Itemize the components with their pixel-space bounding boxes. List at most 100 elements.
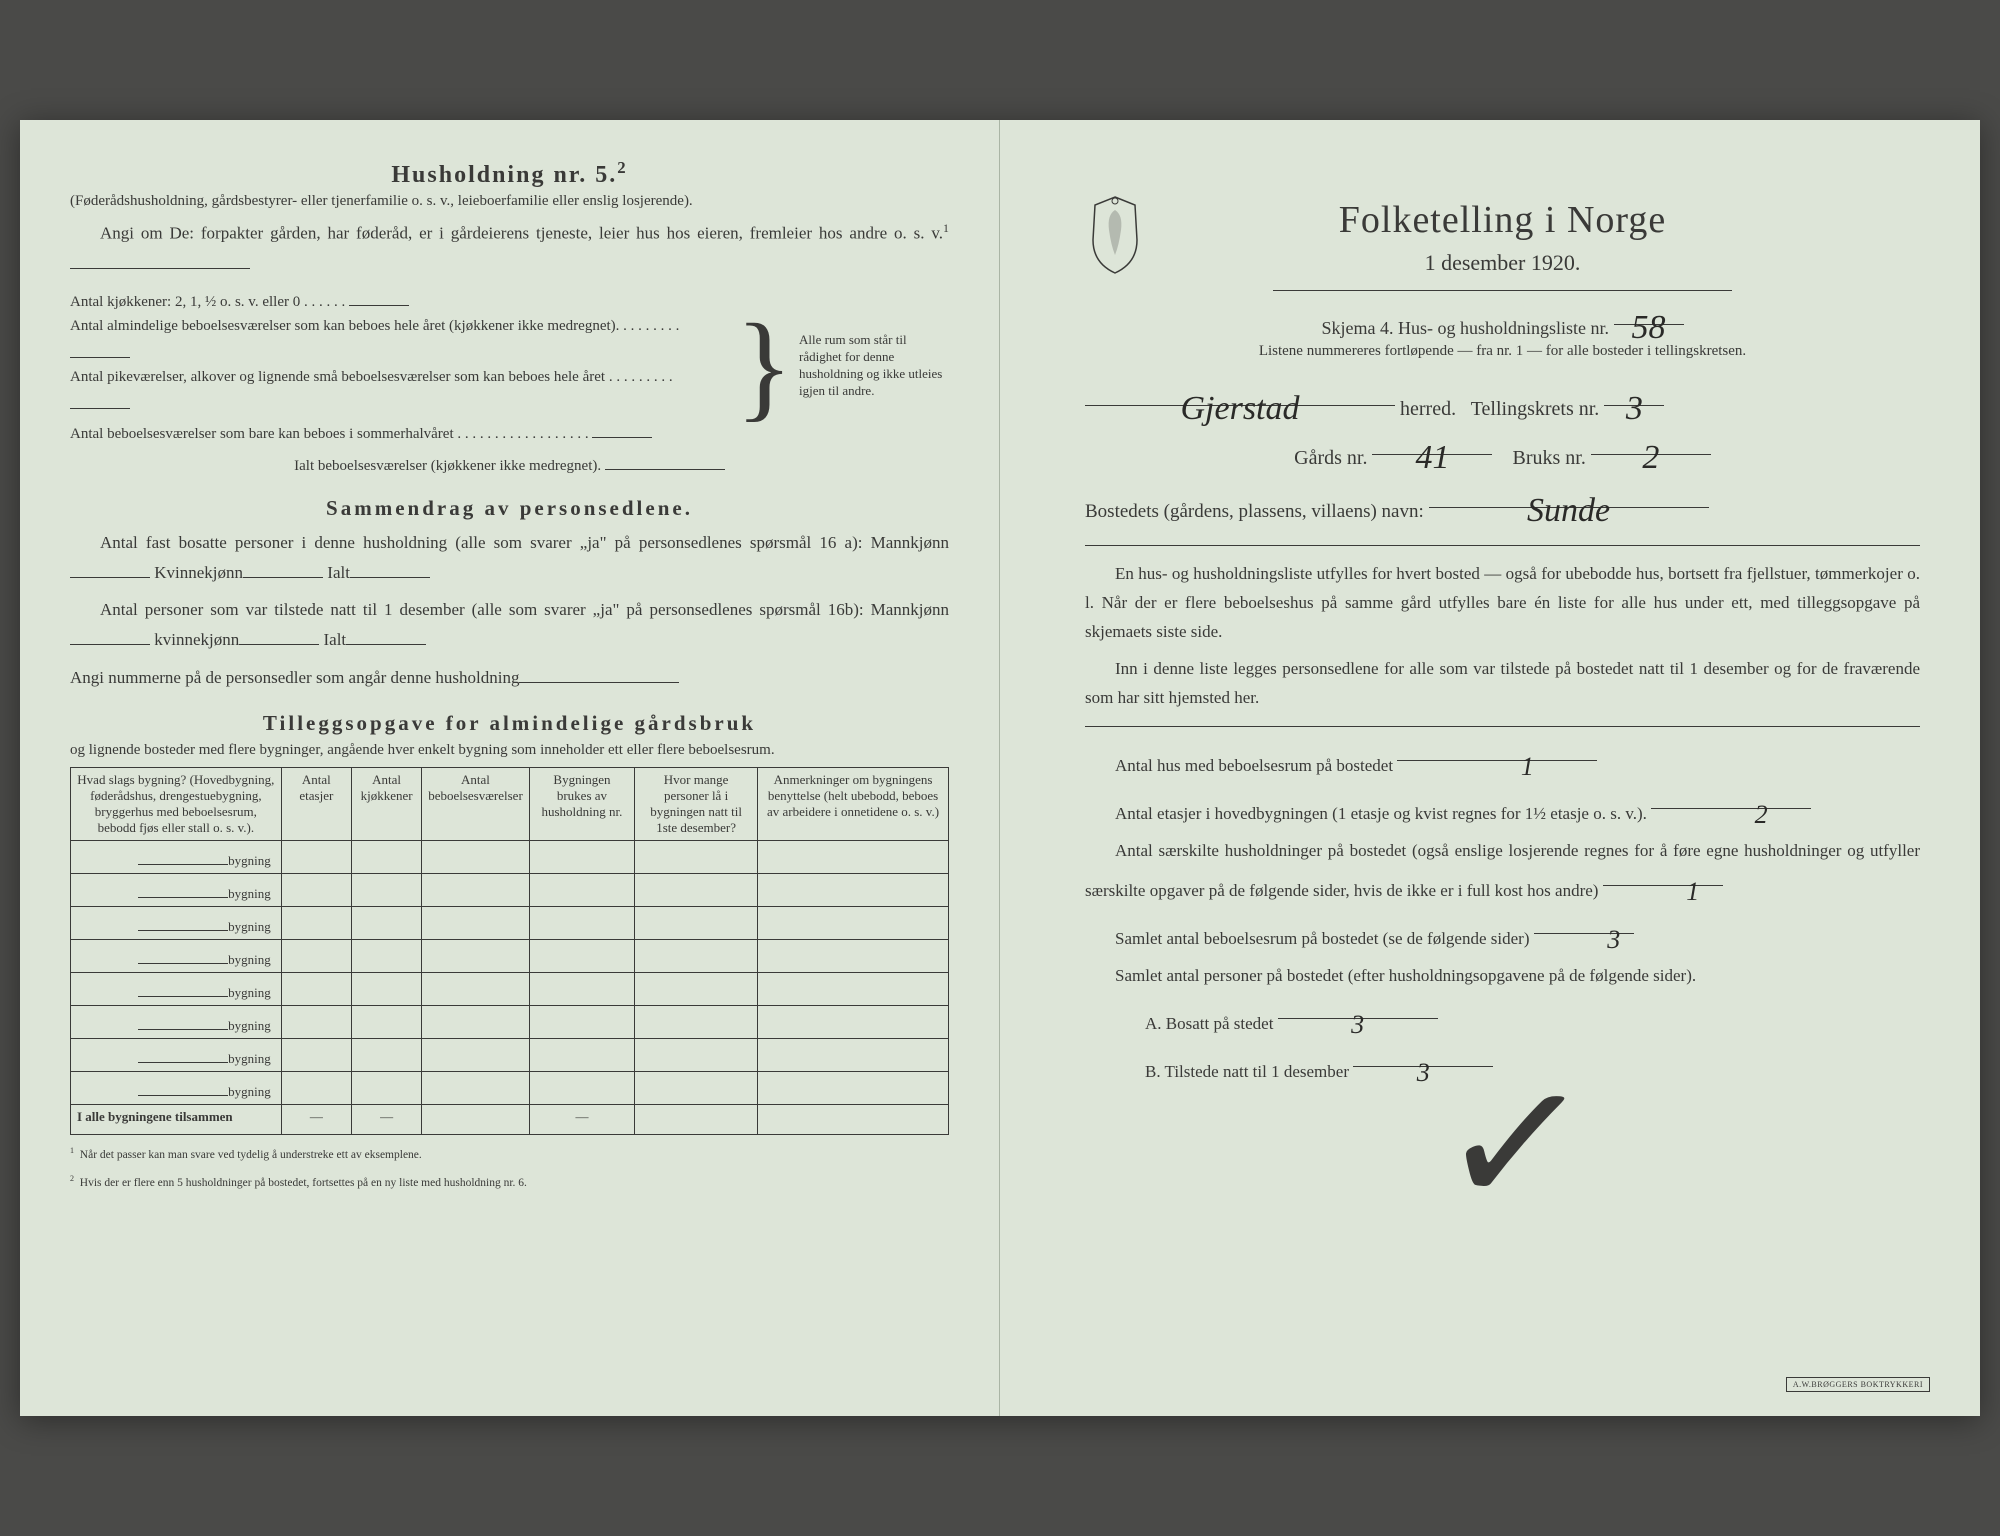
footer-dash: — xyxy=(281,1104,351,1134)
table-cell xyxy=(758,840,949,873)
room2-text: Antal pikeværelser, alkover og lignende … xyxy=(70,369,605,385)
row-label: bygning xyxy=(71,939,282,972)
table-cell xyxy=(422,939,530,972)
left-subtitle: (Føderådshusholdning, gårdsbestyrer- ell… xyxy=(70,193,949,210)
footer-dash: — xyxy=(351,1104,421,1134)
th-3: Antal beboelsesværelser xyxy=(422,767,530,840)
table-cell xyxy=(422,873,530,906)
table-cell xyxy=(635,840,758,873)
th-5: Hvor mange personer lå i bygningen natt … xyxy=(635,767,758,840)
left-title: Husholdning nr. 5.2 xyxy=(70,158,949,189)
footer-label: I alle bygningene tilsammen xyxy=(71,1104,282,1134)
skjema-nr: 58 xyxy=(1632,309,1666,347)
th-6: Anmerkninger om bygningens benyttelse (h… xyxy=(758,767,949,840)
table-cell xyxy=(281,1071,351,1104)
table-cell xyxy=(758,1038,949,1071)
footer-dash: — xyxy=(529,1104,634,1134)
table-cell xyxy=(422,906,530,939)
para2: Inn i denne liste legges personsedlene f… xyxy=(1085,655,1920,713)
q2-value: 2 xyxy=(1725,793,1768,837)
table-cell xyxy=(635,906,758,939)
table-cell xyxy=(422,972,530,1005)
q4-value: 3 xyxy=(1577,918,1620,962)
table-cell xyxy=(281,939,351,972)
room1-text: Antal almindelige beboelsesværelser som … xyxy=(70,318,619,334)
tillegg-title: Tilleggsopgave for almindelige gårdsbruk xyxy=(70,711,949,736)
table-row: bygning xyxy=(71,840,949,873)
qA-value: 3 xyxy=(1351,1003,1364,1047)
table-cell xyxy=(422,1005,530,1038)
q1: Antal hus med beboelsesrum på bostedet 1 xyxy=(1085,741,1920,781)
samm3: Angi nummerne på de personsedler som ang… xyxy=(70,663,949,693)
table-cell xyxy=(635,1038,758,1071)
table-cell xyxy=(281,873,351,906)
table-cell xyxy=(422,1071,530,1104)
ialt-text: Ialt beboelsesværelser (kjøkkener ikke m… xyxy=(294,458,601,474)
q4: Samlet antal beboelsesrum på bostedet (s… xyxy=(1085,914,1920,954)
table-cell xyxy=(351,939,421,972)
table-cell xyxy=(351,972,421,1005)
samm1: Antal fast bosatte personer i denne hush… xyxy=(70,529,949,588)
herred-line: Gjerstad herred. Tellingskrets nr. 3 xyxy=(1085,386,1920,421)
room3-line: Antal beboelsesværelser som bare kan beb… xyxy=(70,418,729,446)
row-label: bygning xyxy=(71,873,282,906)
herred-value: Gjerstad xyxy=(1181,390,1300,428)
table-cell xyxy=(758,1071,949,1104)
table-cell xyxy=(635,1071,758,1104)
th-4: Bygningen brukes av husholdning nr. xyxy=(529,767,634,840)
table-cell xyxy=(281,972,351,1005)
table-cell xyxy=(281,1005,351,1038)
q2: Antal etasjer i hovedbygningen (1 etasje… xyxy=(1085,789,1920,829)
kitchens-text: Antal kjøkkener: 2, 1, ½ o. s. v. eller … xyxy=(70,294,300,310)
table-cell xyxy=(635,1005,758,1038)
room2-line: Antal pikeværelser, alkover og lignende … xyxy=(70,366,729,418)
row-label: bygning xyxy=(71,972,282,1005)
gards-value: 41 xyxy=(1415,439,1449,477)
q3-label: Antal særskilte husholdninger på bostede… xyxy=(1085,841,1920,900)
table-cell xyxy=(281,906,351,939)
table-row: bygning xyxy=(71,972,949,1005)
left-title-text: Husholdning nr. 5. xyxy=(391,162,617,188)
table-cell xyxy=(529,840,634,873)
brace-caption: Alle rum som står til rådighet for denne… xyxy=(799,332,949,400)
th-2: Antal kjøkkener xyxy=(351,767,421,840)
qB: B. Tilstede natt til 1 desember 3 xyxy=(1145,1047,1920,1087)
table-row: bygning xyxy=(71,1071,949,1104)
table-cell xyxy=(529,873,634,906)
th-1: Antal etasjer xyxy=(281,767,351,840)
table-row: bygning xyxy=(71,939,949,972)
samm-ialt: Ialt xyxy=(327,563,350,582)
angi-sup: 1 xyxy=(943,221,949,235)
th-0: Hvad slags bygning? (Hovedbygning, føder… xyxy=(71,767,282,840)
samm-ialt2: Ialt xyxy=(324,630,347,649)
bosted-label: Bostedets (gårdens, plassens, villaens) … xyxy=(1085,501,1424,522)
table-body: bygningbygningbygningbygningbygningbygni… xyxy=(71,840,949,1104)
table-cell xyxy=(351,1005,421,1038)
samm1-text: Antal fast bosatte personer i denne hush… xyxy=(100,533,949,552)
kitchens-line: Antal kjøkkener: 2, 1, ½ o. s. v. eller … xyxy=(70,286,729,314)
left-title-sup: 2 xyxy=(617,158,627,177)
bosted-line: Bostedets (gårdens, plassens, villaens) … xyxy=(1085,488,1920,523)
bruks-value: 2 xyxy=(1642,439,1659,477)
samm3-text: Angi nummerne på de personsedler som ang… xyxy=(70,668,519,687)
qB-value: 3 xyxy=(1417,1051,1430,1095)
table-cell xyxy=(758,906,949,939)
table-cell xyxy=(529,1005,634,1038)
table-cell xyxy=(422,1038,530,1071)
coat-of-arms-icon xyxy=(1085,195,1145,275)
table-cell xyxy=(281,1038,351,1071)
q3: Antal særskilte husholdninger på bostede… xyxy=(1085,837,1920,906)
samm2: Antal personer som var tilstede natt til… xyxy=(70,596,949,655)
main-title: Folketelling i Norge xyxy=(1085,198,1920,242)
table-head: Hvad slags bygning? (Hovedbygning, føder… xyxy=(71,767,949,840)
skjema-label: Skjema 4. Hus- og husholdningsliste nr. xyxy=(1322,318,1610,338)
table-cell xyxy=(635,972,758,1005)
brace-icon: } xyxy=(735,312,793,420)
table-cell xyxy=(351,840,421,873)
rooms-block: Antal kjøkkener: 2, 1, ½ o. s. v. eller … xyxy=(70,286,949,446)
table-cell xyxy=(351,1038,421,1071)
sammendrag-title: Sammendrag av personsedlene. xyxy=(70,496,949,521)
table-cell xyxy=(758,873,949,906)
samm-kvin: Kvinnekjønn xyxy=(154,563,243,582)
ialt-line: Ialt beboelsesværelser (kjøkkener ikke m… xyxy=(70,450,949,478)
